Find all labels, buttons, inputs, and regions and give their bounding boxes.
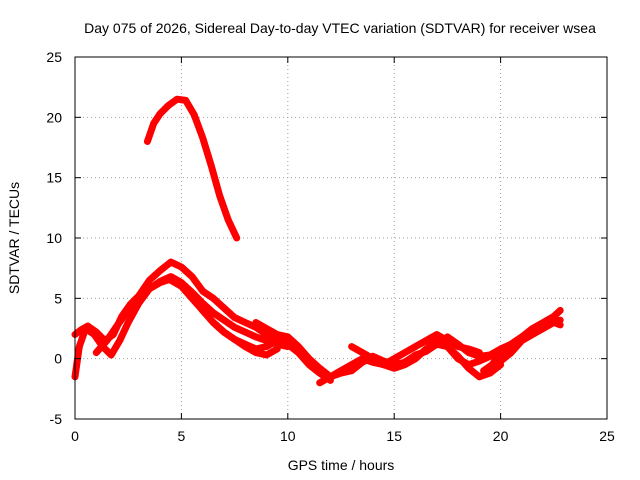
chart-title: Day 075 of 2026, Sidereal Day-to-day VTE… bbox=[84, 20, 596, 36]
satellite-arc-1-line bbox=[71, 258, 334, 384]
x-tick-label: 15 bbox=[386, 428, 402, 444]
axis-ticks: 0 5 10 15 20 25 -5 0 5 10 15 20 25 bbox=[46, 49, 615, 444]
x-tick-label: 5 bbox=[178, 428, 186, 444]
grid-lines bbox=[75, 57, 607, 419]
x-tick-label: 0 bbox=[71, 428, 79, 444]
data-series-group bbox=[71, 95, 564, 387]
satellite-arc-4-line bbox=[167, 276, 281, 359]
x-tick-label: 20 bbox=[493, 428, 509, 444]
satellite-arc-7-line bbox=[348, 337, 505, 372]
y-tick-label: -5 bbox=[50, 411, 63, 427]
y-tick-label: 10 bbox=[46, 230, 62, 246]
y-tick-label: 20 bbox=[46, 109, 62, 125]
y-tick-label: 15 bbox=[46, 170, 62, 186]
y-tick-label: 25 bbox=[46, 49, 62, 65]
satellite-arc-high-line bbox=[143, 95, 241, 242]
y-tick-label: 0 bbox=[54, 351, 62, 367]
satellite-arc-10-line bbox=[497, 319, 564, 365]
y-tick-label: 5 bbox=[54, 290, 62, 306]
x-tick-label: 10 bbox=[280, 428, 296, 444]
x-tick-label: 25 bbox=[599, 428, 615, 444]
y-axis-label: SDTVAR / TECUs bbox=[6, 182, 22, 294]
x-axis-label: GPS time / hours bbox=[288, 457, 395, 473]
